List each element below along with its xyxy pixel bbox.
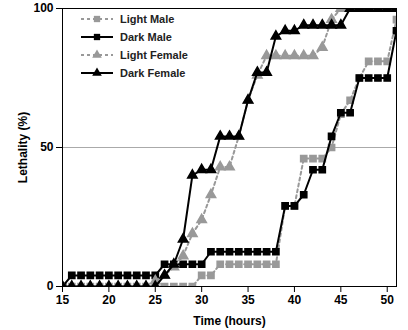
svg-text:0: 0: [47, 279, 54, 293]
html-text:Light Female: Light Female: [120, 49, 188, 61]
html-text:Light Male: Light Male: [120, 13, 175, 25]
svg-text:25: 25: [149, 293, 163, 307]
svg-text:35: 35: [241, 293, 255, 307]
svg-text:15: 15: [56, 293, 70, 307]
svg-text:Lethality (%): Lethality (%): [16, 112, 30, 183]
html-text:Dark Male: Dark Male: [120, 31, 172, 43]
svg-text:20: 20: [102, 293, 116, 307]
html-text:Dark Female: Dark Female: [120, 67, 186, 79]
svg-text:45: 45: [334, 293, 348, 307]
svg-text:50: 50: [381, 293, 395, 307]
svg-text:50: 50: [40, 140, 54, 154]
svg-text:40: 40: [288, 293, 302, 307]
svg-text:30: 30: [195, 293, 209, 307]
svg-text:100: 100: [33, 1, 53, 15]
svg-text:Time (hours): Time (hours): [193, 314, 265, 328]
